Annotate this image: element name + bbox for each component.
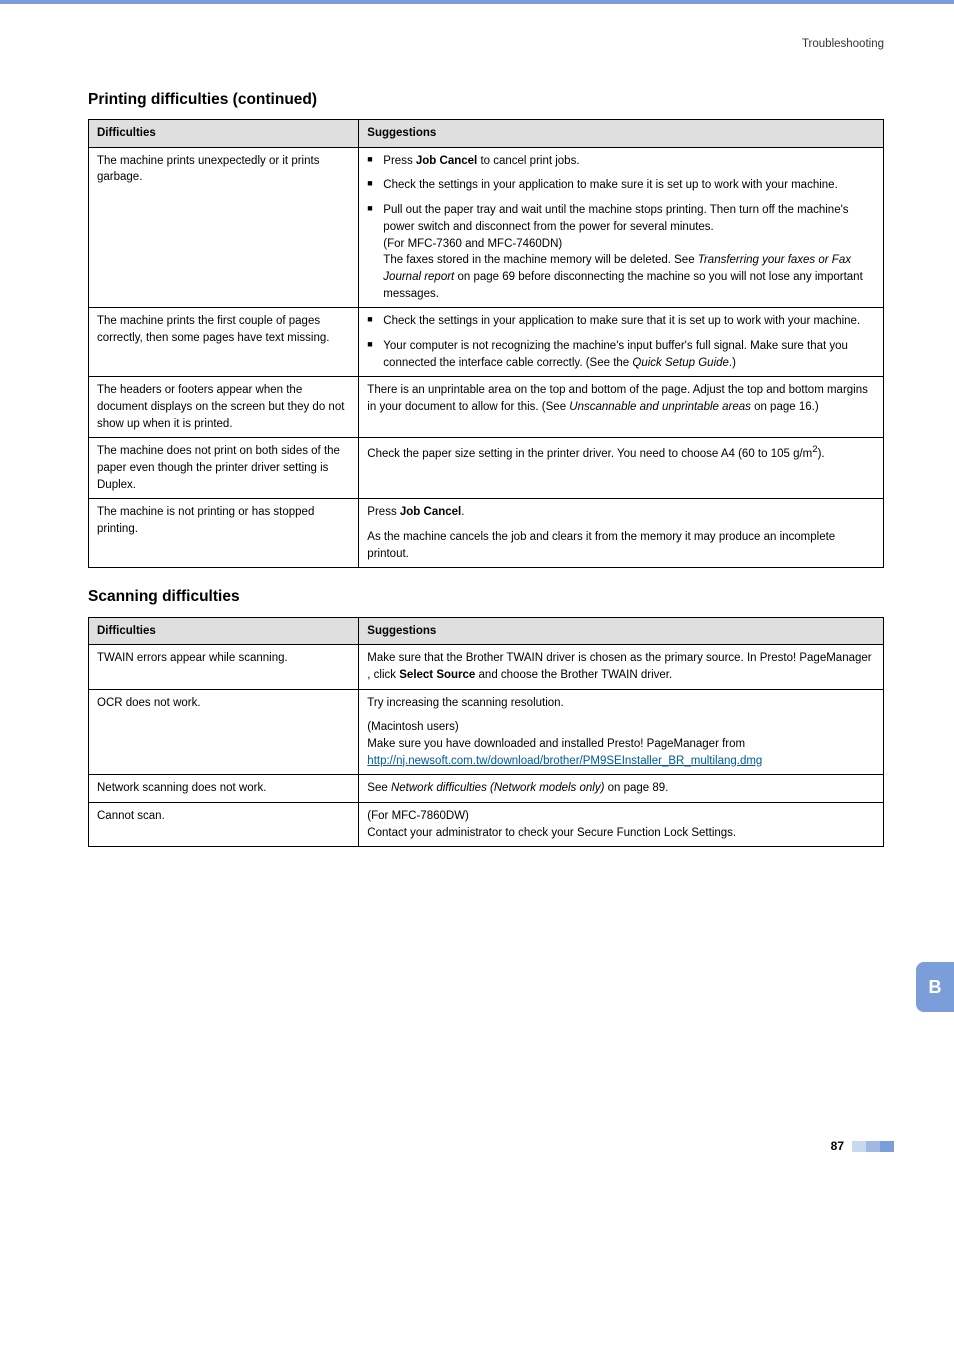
page-number-bars [852, 1141, 894, 1152]
section-tab: B [916, 962, 954, 1012]
suggestion-cell: Press Job Cancel. As the machine cancels … [359, 499, 884, 568]
table-row: The machine is not printing or has stopp… [89, 499, 884, 568]
table-row: The machine does not print on both sides… [89, 438, 884, 499]
difficulty-cell: OCR does not work. [89, 689, 359, 775]
section-heading-printing: Printing difficulties (continued) [88, 89, 884, 111]
suggestion-paragraph: There is an unprintable area on the top … [367, 382, 875, 415]
col-header-difficulties: Difficulties [89, 120, 359, 148]
suggestion-cell: Make sure that the Brother TWAIN driver … [359, 645, 884, 689]
table-row: TWAIN errors appear while scanning.Make … [89, 645, 884, 689]
difficulty-cell: The machine prints unexpectedly or it pr… [89, 147, 359, 307]
page-number: 87 [831, 1138, 844, 1155]
table-row: The headers or footers appear when the d… [89, 377, 884, 438]
table-row: Network scanning does not work. See Netwo… [89, 775, 884, 803]
suggestion-cell: Check the settings in your application t… [359, 308, 884, 377]
col-header-suggestions: Suggestions [359, 617, 884, 645]
suggestion-paragraph: (For MFC-7860DW)Contact your administrat… [367, 808, 875, 841]
page-content: Troubleshooting Printing difficulties (c… [0, 4, 954, 1185]
difficulty-cell: The headers or footers appear when the d… [89, 377, 359, 438]
difficulty-cell: TWAIN errors appear while scanning. [89, 645, 359, 689]
scanning-table: Difficulties Suggestions TWAIN errors ap… [88, 617, 884, 848]
section-heading-scanning: Scanning difficulties [88, 586, 884, 608]
suggestion-cell: Check the paper size setting in the prin… [359, 438, 884, 499]
table-row: The machine prints the first couple of p… [89, 308, 884, 377]
table-row: OCR does not work.Try increasing the sca… [89, 689, 884, 775]
suggestion-cell: See Network difficulties (Network models… [359, 775, 884, 803]
suggestion-paragraph: (Macintosh users)Make sure you have down… [367, 719, 875, 769]
suggestion-bullet: Pull out the paper tray and wait until t… [367, 202, 875, 302]
suggestion-paragraph: Press Job Cancel. [367, 504, 875, 521]
suggestion-paragraph: Check the paper size setting in the prin… [367, 443, 875, 463]
difficulty-cell: Cannot scan. [89, 803, 359, 847]
difficulty-cell: The machine prints the first couple of p… [89, 308, 359, 377]
suggestion-cell: Press Job Cancel to cancel print jobs. Ch… [359, 147, 884, 307]
suggestion-paragraph: Make sure that the Brother TWAIN driver … [367, 650, 875, 683]
suggestion-cell: Try increasing the scanning resolution. (… [359, 689, 884, 775]
suggestion-bullet: Check the settings in your application t… [367, 177, 875, 194]
suggestion-paragraph: Try increasing the scanning resolution. [367, 695, 875, 712]
difficulty-cell: The machine is not printing or has stopp… [89, 499, 359, 568]
suggestion-paragraph: See Network difficulties (Network models… [367, 780, 875, 797]
table-row: Cannot scan.(For MFC-7860DW)Contact your… [89, 803, 884, 847]
suggestion-bullet: Check the settings in your application t… [367, 313, 875, 330]
difficulty-cell: Network scanning does not work. [89, 775, 359, 803]
col-header-suggestions: Suggestions [359, 120, 884, 148]
suggestion-bullet: Your computer is not recognizing the mac… [367, 338, 875, 371]
suggestion-cell: (For MFC-7860DW)Contact your administrat… [359, 803, 884, 847]
suggestion-paragraph: As the machine cancels the job and clear… [367, 529, 875, 562]
difficulty-cell: The machine does not print on both sides… [89, 438, 359, 499]
page-number-block: 87 [831, 1138, 894, 1155]
printing-table: Difficulties Suggestions The machine pri… [88, 119, 884, 568]
col-header-difficulties: Difficulties [89, 617, 359, 645]
header-text: Troubleshooting [88, 36, 884, 53]
table-row: The machine prints unexpectedly or it pr… [89, 147, 884, 307]
suggestion-bullet: Press Job Cancel to cancel print jobs. [367, 153, 875, 170]
suggestion-cell: There is an unprintable area on the top … [359, 377, 884, 438]
